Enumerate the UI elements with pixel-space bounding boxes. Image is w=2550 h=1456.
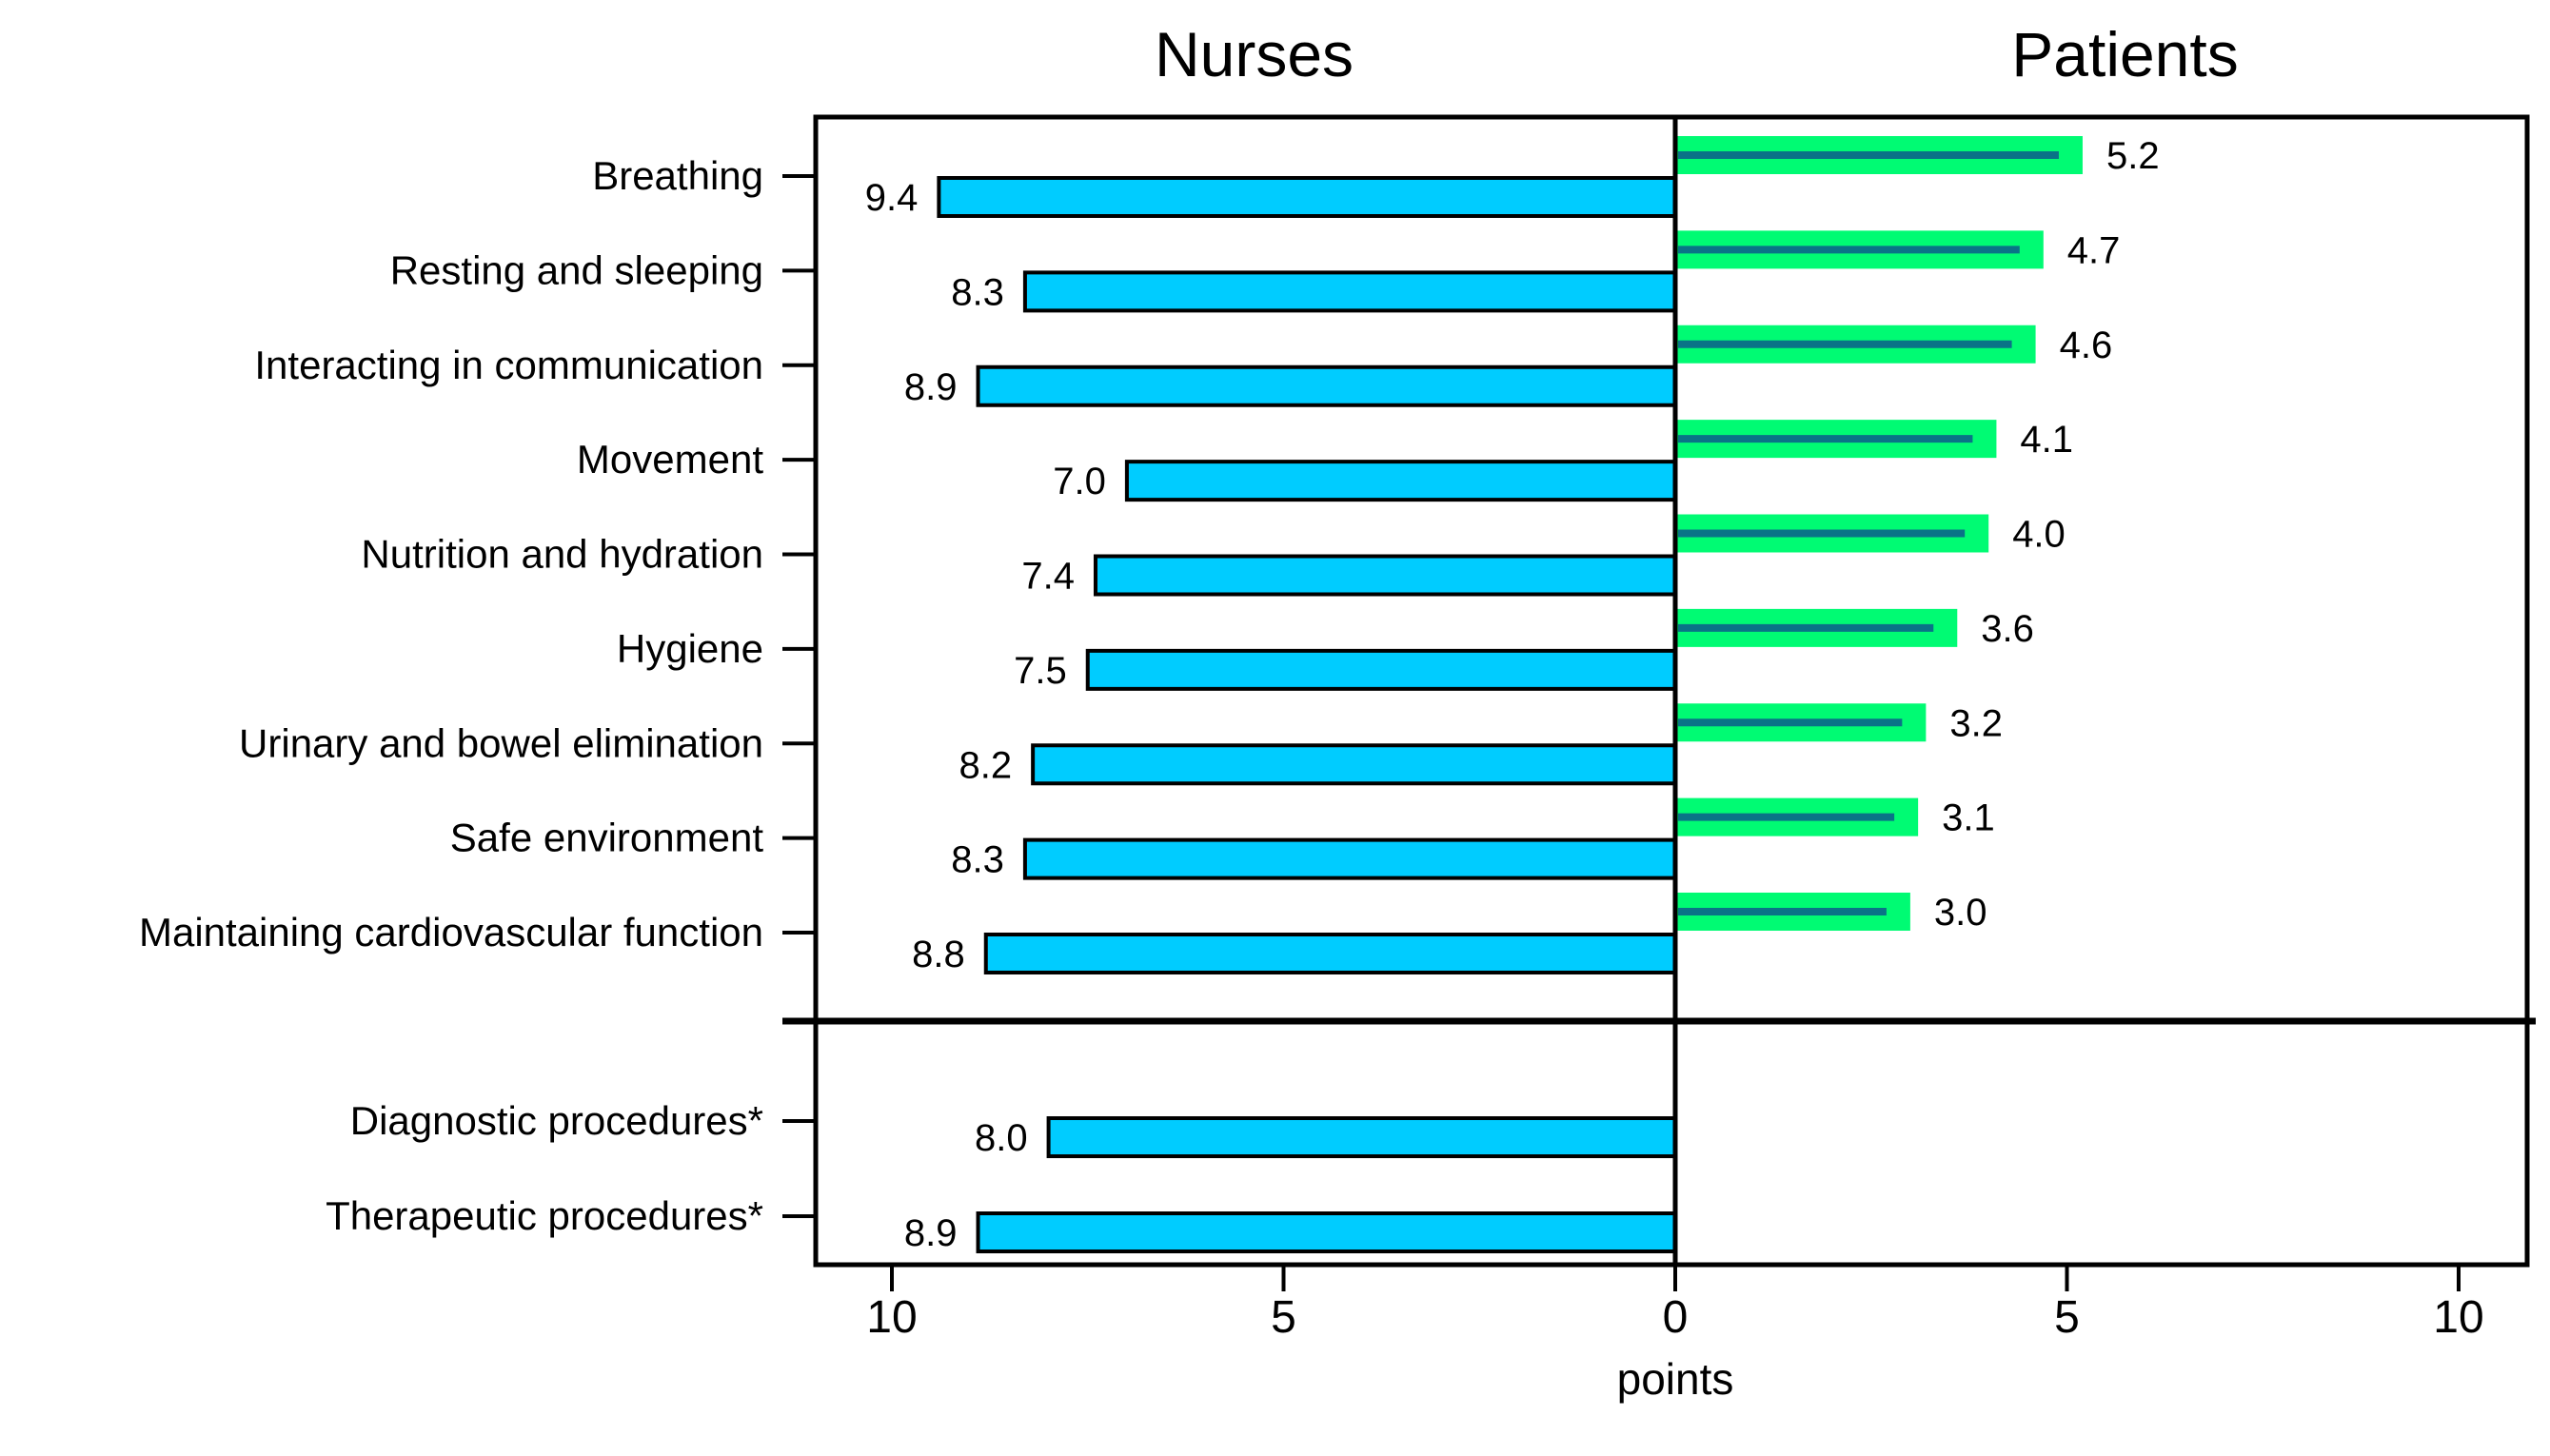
nurses-value-label: 8.2 [959,744,1013,786]
category-label: Resting and sleeping [390,247,763,292]
nurses-value-label: 8.3 [951,271,1004,313]
nurses-value-label: 7.5 [1014,650,1067,692]
nurses-value-label: 7.4 [1021,556,1075,598]
patients-value-label: 3.6 [1981,608,2034,650]
patients-value-label: 4.1 [2020,419,2073,461]
category-label: Therapeutic procedures* [326,1193,763,1238]
nurses-value-label: 9.4 [865,177,919,219]
nurses-bar [1046,1116,1677,1158]
category-label: Urinary and bowel elimination [239,720,763,765]
category-label: Maintaining cardiovascular function [139,910,763,954]
nurses-bar [937,176,1677,218]
patients-value-label: 4.6 [2060,325,2113,366]
x-axis-tick-label: 0 [1663,1292,1689,1343]
patients-value-label: 4.0 [2012,514,2066,556]
nurses-value-label: 8.3 [951,839,1004,881]
nurses-bar [1022,270,1678,313]
right-panel-title: Patients [2011,19,2238,89]
nurses-value-label: 7.0 [1053,461,1106,502]
x-axis-tick-label: 10 [2433,1292,2483,1343]
patients-value-label: 4.7 [2067,229,2121,271]
category-label: Diagnostic procedures* [350,1098,763,1143]
nurses-bar [1085,648,1677,691]
nurses-bar [1093,554,1677,597]
nurses-bar [1031,743,1677,786]
nurses-bar [976,1211,1677,1253]
nurses-bar [1022,837,1678,880]
x-axis-title: points [1617,1354,1734,1404]
category-label: Movement [577,437,763,482]
nurses-value-label: 8.0 [975,1117,1028,1159]
category-label: Nutrition and hydration [361,532,763,577]
nurses-bar [1124,460,1677,502]
nurses-bar [976,364,1677,407]
nurses-value-label: 8.9 [904,1212,958,1254]
patients-value-label: 3.0 [1934,892,1987,934]
category-label: Interacting in communication [254,343,763,387]
nurses-value-label: 8.8 [912,934,965,975]
category-label: Hygiene [617,626,763,671]
nurses-value-label: 8.9 [904,366,958,408]
nurses-bar [983,933,1677,974]
x-axis-tick-label: 5 [2054,1292,2080,1343]
category-label: Safe environment [450,816,764,860]
patients-value-label: 3.1 [1942,797,1995,839]
patients-value-label: 5.2 [2106,135,2160,177]
left-panel-title: Nurses [1155,19,1354,89]
x-axis-tick-label: 10 [866,1292,917,1343]
plot-frame [813,114,2530,1268]
x-axis-tick-label: 5 [1271,1292,1296,1343]
patients-value-label: 3.2 [1949,702,2003,744]
category-label: Breathing [592,153,763,198]
